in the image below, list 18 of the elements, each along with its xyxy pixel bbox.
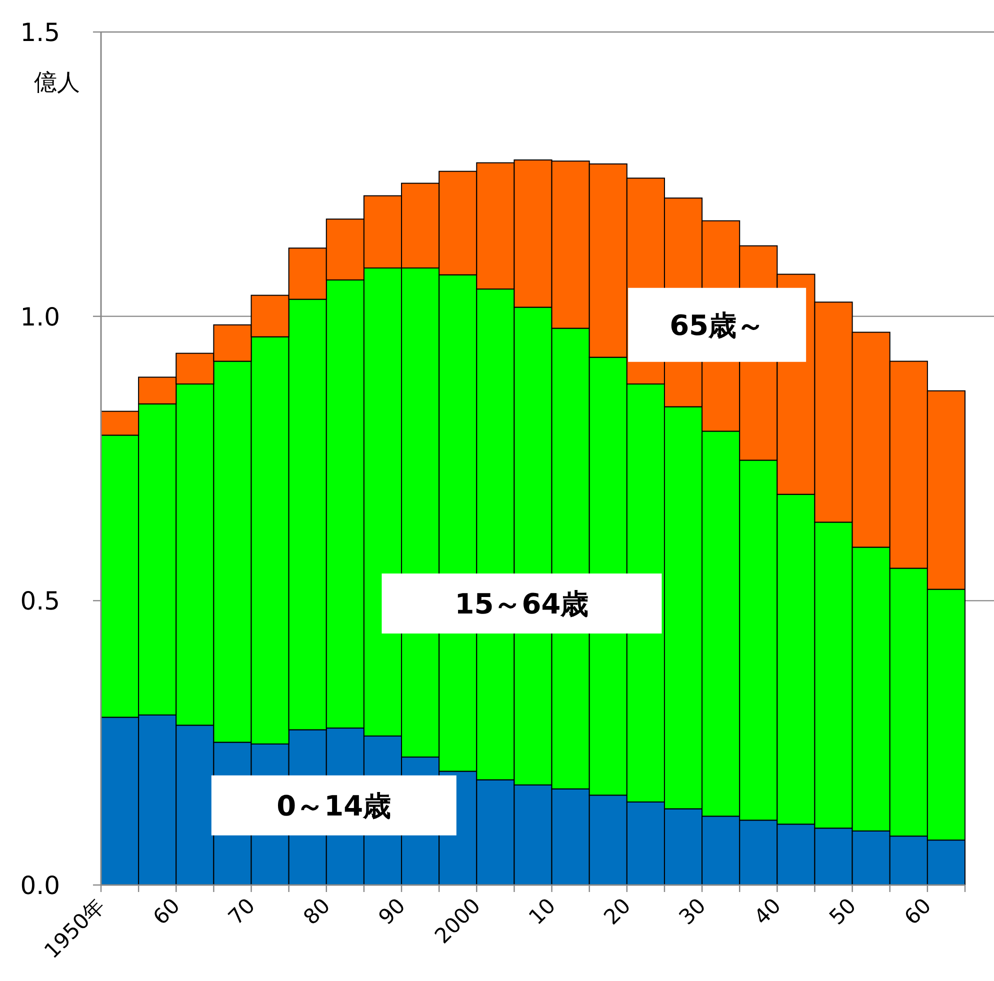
- series-label: 65歳～: [670, 308, 765, 342]
- y-axis-title: 億人: [34, 70, 80, 96]
- y-tick-label: 1.5: [20, 18, 60, 47]
- y-tick-label: 0.0: [20, 871, 60, 900]
- x-tick-label: 70: [224, 894, 260, 930]
- x-tick-label: 40: [750, 894, 786, 930]
- x-tick-label: 10: [524, 894, 560, 930]
- y-tick-label: 0.5: [20, 586, 60, 616]
- series-label: 0～14歳: [276, 789, 392, 822]
- x-tick-label: 60: [900, 894, 936, 930]
- x-tick-label: 20: [599, 894, 636, 930]
- series-label: 15～64歳: [454, 588, 589, 621]
- x-tick-label: 80: [298, 894, 335, 930]
- y-tick-label: 1.0: [20, 302, 60, 332]
- x-tick-label: 90: [374, 894, 410, 930]
- x-tick-label: 30: [674, 894, 710, 930]
- x-tick-label: 50: [824, 894, 861, 930]
- x-tick-label: 60: [148, 894, 184, 930]
